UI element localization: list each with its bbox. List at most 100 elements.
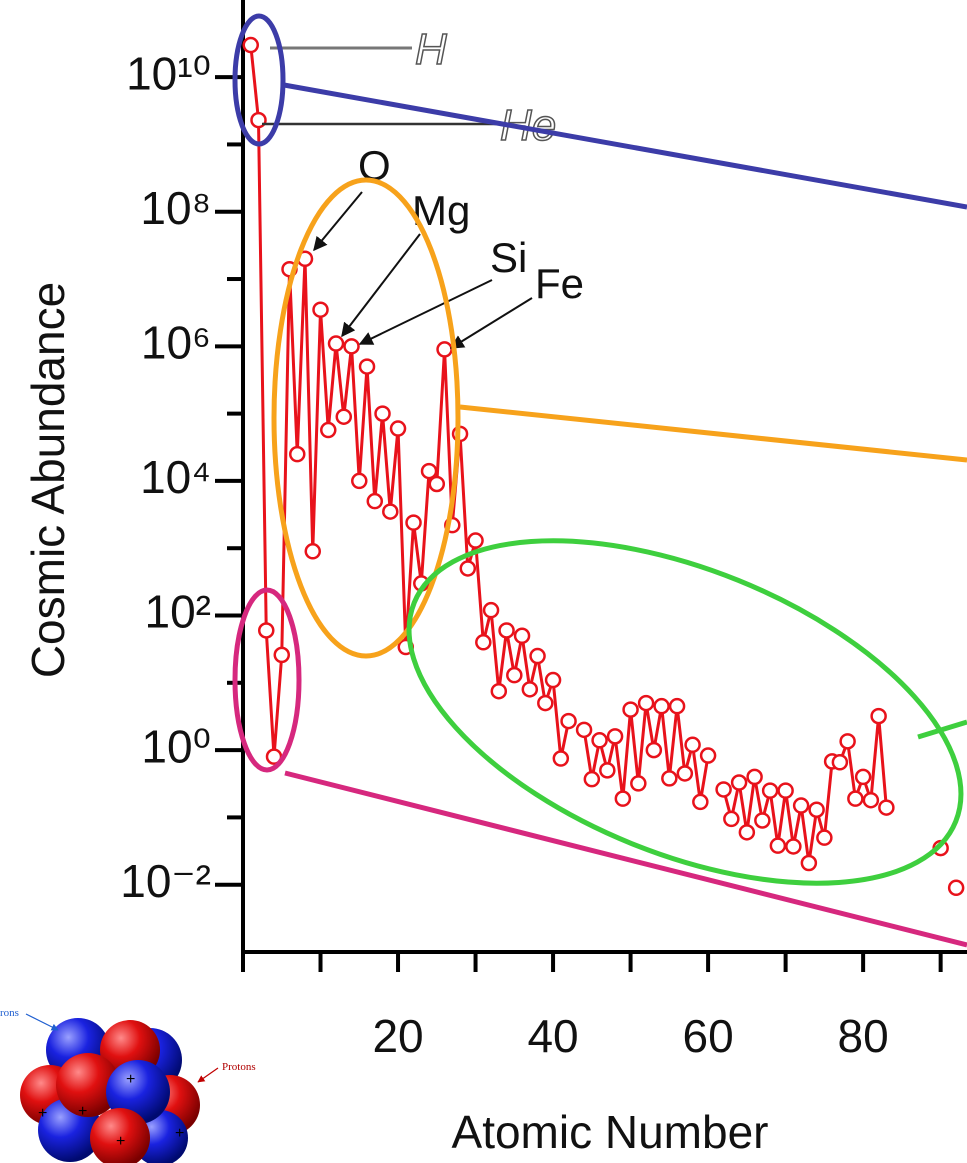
- data-point: [428, 475, 446, 493]
- y-tick-label: 10¹⁰: [126, 47, 211, 99]
- y-tick-label: 10⁰: [141, 720, 211, 772]
- data-point: [676, 765, 694, 782]
- data-point: [947, 879, 965, 897]
- proton-sign: +: [116, 1133, 125, 1150]
- y-axis-title: Cosmic Abundance: [22, 282, 74, 678]
- data-point: [490, 682, 508, 700]
- highlights: [232, 13, 967, 948]
- data-point: [560, 712, 577, 730]
- data-point: [289, 445, 306, 463]
- data-point: [506, 666, 523, 684]
- highlight-ellipse: [271, 177, 461, 659]
- x-axis-title: Atomic Number: [452, 1106, 769, 1158]
- data-point: [583, 770, 601, 788]
- data-point: [459, 560, 477, 577]
- y-tick-label: 10⁻²: [120, 855, 211, 907]
- data-point: [529, 647, 546, 665]
- data-point: [614, 790, 632, 807]
- label-arrow: [197, 1067, 219, 1083]
- data-point: [808, 801, 825, 818]
- data-point: [684, 736, 701, 754]
- proton-sign: +: [78, 1103, 87, 1120]
- data-point: [382, 503, 399, 520]
- highlight-ellipse: [232, 13, 286, 147]
- data-point: [800, 854, 818, 872]
- data-point: [591, 732, 608, 749]
- label-arrow: [25, 1013, 59, 1031]
- neutron-label: rons: [0, 1007, 19, 1019]
- data-point: [606, 728, 624, 745]
- data-point: [785, 838, 802, 855]
- data-point: [637, 694, 655, 712]
- annotation-arrow: [358, 279, 493, 345]
- data-point: [777, 782, 794, 799]
- y-tick-label: 10⁶: [141, 316, 211, 368]
- annotation: Fe: [535, 260, 584, 307]
- data-point: [273, 646, 291, 664]
- data-point: [599, 762, 616, 779]
- proton: [90, 1108, 150, 1163]
- highlight-connector: [283, 82, 967, 210]
- data-point: [769, 837, 787, 854]
- data-point: [738, 824, 756, 841]
- data-point: [792, 797, 810, 814]
- data-point: [653, 697, 670, 715]
- proton-sign: +: [175, 1125, 184, 1142]
- annotation: Si: [490, 234, 527, 281]
- highlight-ellipse: [232, 587, 302, 773]
- data-point: [405, 514, 422, 531]
- plot-area: [242, 36, 965, 897]
- data-point: [630, 775, 647, 792]
- axes: [241, 0, 967, 954]
- data-point: [320, 421, 337, 439]
- data-point: [668, 697, 686, 715]
- annotation: H: [415, 25, 447, 74]
- data-point: [343, 338, 360, 355]
- data-point: [304, 543, 322, 560]
- data-point: [854, 768, 872, 786]
- data-point: [715, 781, 732, 798]
- y-tick-label: 10²: [145, 586, 211, 638]
- annotation-arrow: [341, 233, 421, 338]
- data-point: [327, 335, 345, 352]
- data-point: [544, 671, 562, 689]
- y-tick-label: 10⁸: [140, 182, 211, 234]
- data-point: [475, 634, 492, 651]
- data-point: [575, 721, 593, 739]
- x-tick-label: 40: [527, 1010, 578, 1062]
- data-point: [358, 358, 376, 375]
- highlight-connector: [459, 404, 967, 463]
- data-line: [251, 45, 956, 888]
- data-point: [498, 622, 515, 639]
- data-point: [420, 462, 438, 480]
- data-point: [831, 754, 849, 771]
- proton-sign: +: [126, 1071, 135, 1088]
- data-point: [436, 341, 453, 358]
- data-point: [699, 747, 717, 764]
- x-tick-label: 20: [372, 1010, 423, 1062]
- annotations: H He O Mg Si Fe: [262, 24, 584, 349]
- data-point: [839, 733, 856, 750]
- y-tick-label: 10⁴: [140, 451, 211, 503]
- highlight-ellipse: [406, 538, 964, 886]
- data-point: [552, 750, 570, 767]
- data-point: [513, 627, 531, 645]
- neutron: [106, 1060, 170, 1124]
- data-point: [661, 770, 678, 787]
- data-point: [761, 782, 779, 799]
- proton-label: Protons: [222, 1061, 256, 1073]
- data-point: [816, 829, 833, 846]
- data-point: [870, 707, 887, 725]
- data-point: [754, 812, 771, 829]
- data-point: [692, 793, 709, 811]
- data-point: [723, 810, 740, 828]
- data-point: [746, 768, 763, 786]
- nucleus-inset: + + + + + rons Protons: [0, 1000, 256, 1163]
- data-point: [242, 36, 260, 54]
- proton: [56, 1053, 120, 1117]
- data-point: [537, 694, 554, 712]
- data-point: [645, 741, 663, 759]
- data-point: [878, 799, 895, 816]
